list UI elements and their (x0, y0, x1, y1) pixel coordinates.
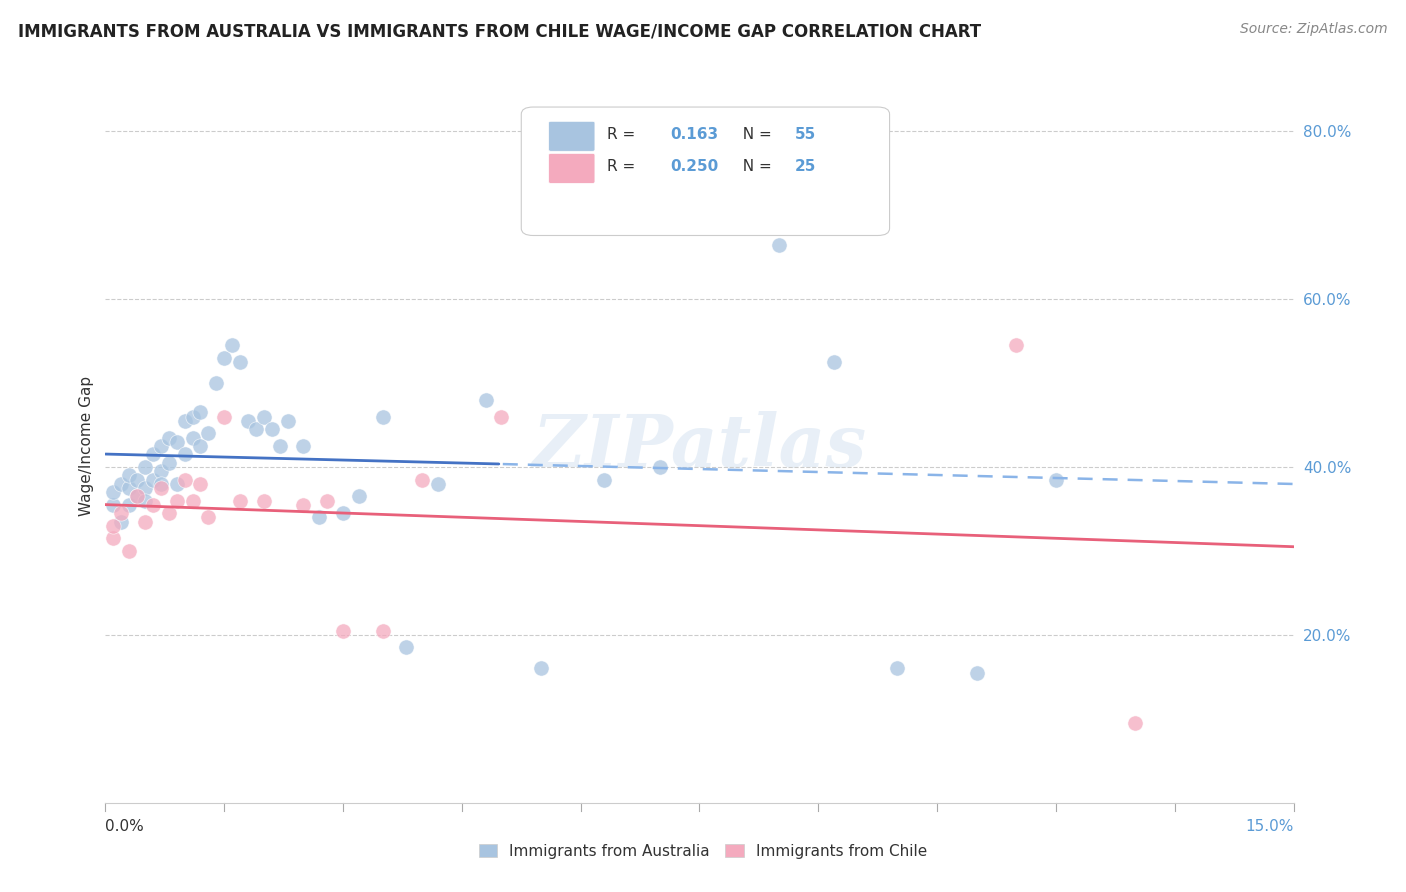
Point (269, 439, 291, 453)
Point (118, 544, 141, 558)
Text: 0.250: 0.250 (669, 159, 718, 174)
Point (886, 661, 908, 675)
Text: R =: R = (607, 127, 640, 142)
Text: 0.163: 0.163 (669, 127, 718, 142)
Point (491, 409, 513, 424)
Point (127, 473, 149, 487)
Text: 25: 25 (794, 159, 815, 174)
Point (292, 439, 315, 453)
Point (110, 506, 132, 520)
Point (711, 191, 734, 205)
Point (427, 476, 450, 491)
Point (110, 476, 132, 491)
Point (205, 376, 228, 390)
Point (308, 510, 330, 524)
Point (103, 518, 125, 533)
FancyBboxPatch shape (548, 121, 595, 152)
Point (134, 481, 156, 495)
Point (181, 493, 204, 508)
Point (1005, 338, 1028, 352)
Point (103, 485, 125, 500)
Point (245, 422, 267, 436)
Text: R =: R = (607, 159, 640, 174)
Point (221, 338, 243, 352)
Point (149, 464, 172, 478)
Point (118, 481, 141, 495)
FancyBboxPatch shape (522, 107, 890, 235)
Text: 55: 55 (794, 127, 815, 142)
Point (593, 473, 616, 487)
Point (142, 447, 165, 461)
Point (530, 661, 553, 675)
Point (127, 489, 149, 503)
Point (648, 460, 671, 475)
Text: IMMIGRANTS FROM AUSTRALIA VS IMMIGRANTS FROM CHILE WAGE/INCOME GAP CORRELATION C: IMMIGRANTS FROM AUSTRALIA VS IMMIGRANTS … (18, 22, 981, 40)
Point (190, 405, 212, 419)
Point (1045, 473, 1067, 487)
Point (474, 392, 496, 407)
Point (332, 506, 354, 520)
Point (173, 473, 195, 487)
Point (395, 640, 418, 655)
Point (277, 414, 299, 428)
Point (214, 351, 236, 365)
Point (142, 473, 165, 487)
Point (292, 498, 315, 512)
Point (214, 409, 236, 424)
Point (332, 624, 354, 638)
Point (236, 414, 259, 428)
Point (103, 498, 125, 512)
Point (166, 434, 188, 449)
Point (181, 409, 204, 424)
Point (253, 493, 276, 508)
FancyBboxPatch shape (548, 153, 595, 184)
Point (229, 493, 252, 508)
Point (260, 422, 283, 436)
Text: 15.0%: 15.0% (1246, 820, 1294, 834)
Point (166, 493, 188, 508)
Point (103, 532, 125, 546)
Point (134, 493, 156, 508)
Point (149, 476, 172, 491)
Point (118, 498, 141, 512)
Text: N =: N = (733, 159, 776, 174)
Point (173, 414, 195, 428)
Point (157, 431, 180, 445)
Point (371, 409, 394, 424)
Point (190, 476, 212, 491)
Point (316, 493, 339, 508)
Text: ZIPatlas: ZIPatlas (533, 410, 866, 482)
Point (127, 489, 149, 503)
Point (1123, 716, 1146, 731)
Point (181, 431, 204, 445)
Point (411, 473, 433, 487)
Point (966, 665, 988, 680)
Point (229, 355, 252, 369)
Point (134, 460, 156, 475)
Y-axis label: Wage/Income Gap: Wage/Income Gap (79, 376, 94, 516)
Point (768, 237, 790, 252)
Point (197, 426, 219, 441)
Point (149, 439, 172, 453)
Point (253, 409, 276, 424)
Point (142, 498, 165, 512)
Point (347, 489, 370, 503)
Point (110, 515, 132, 529)
Legend: Immigrants from Australia, Immigrants from Chile: Immigrants from Australia, Immigrants fr… (472, 838, 934, 864)
Point (166, 476, 188, 491)
Point (157, 506, 180, 520)
Point (190, 439, 212, 453)
Text: 0.0%: 0.0% (105, 820, 145, 834)
Point (823, 355, 845, 369)
Point (134, 515, 156, 529)
Point (157, 456, 180, 470)
Point (118, 468, 141, 483)
Point (173, 447, 195, 461)
Text: Source: ZipAtlas.com: Source: ZipAtlas.com (1240, 22, 1388, 37)
Point (371, 624, 394, 638)
Point (149, 481, 172, 495)
Text: N =: N = (733, 127, 776, 142)
Point (197, 510, 219, 524)
